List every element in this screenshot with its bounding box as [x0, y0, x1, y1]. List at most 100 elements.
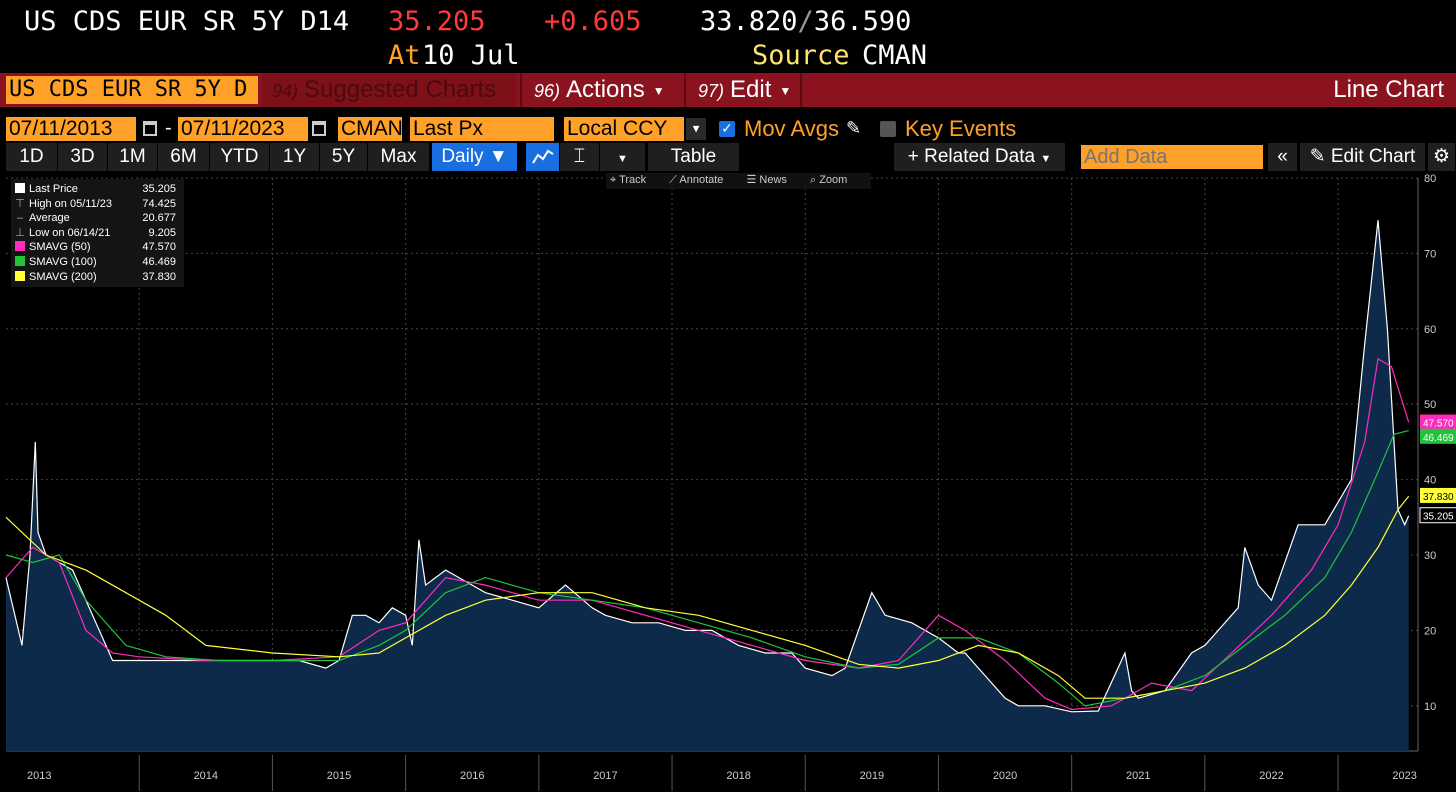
- last-value-tag: 35.205: [1419, 507, 1456, 524]
- y-tick-label: 80: [1424, 173, 1436, 185]
- legend-row: SMAVG (50) 47.570: [15, 240, 180, 255]
- last-value-tag: 37.830: [1420, 487, 1456, 503]
- source-value: CMAN: [862, 40, 928, 71]
- moving-average-line: [5, 357, 1410, 711]
- calendar-icon[interactable]: [143, 121, 157, 136]
- actions-number: 96): [534, 81, 561, 101]
- legend-row: – Average 20.677: [16, 212, 176, 225]
- range-toolbar: 1D 3D 1M 6M YTD 1Y 5Y Max Daily ▼ ⌶ ▼ Ta…: [0, 143, 1456, 171]
- x-tick-label: 2015: [327, 770, 351, 782]
- chart-settings-bar: 07/11/2013 - 07/11/2023 CMAN Last Px Loc…: [0, 115, 1456, 143]
- edit-number: 97): [698, 81, 725, 101]
- related-data-dropdown[interactable]: + Related Data ▼: [894, 143, 1066, 171]
- calendar-icon[interactable]: [312, 121, 326, 136]
- add-data-input[interactable]: [1081, 145, 1263, 169]
- security-header: US CDS EUR SR 5Y D14 35.205 +0.605 33.82…: [0, 0, 1456, 72]
- y-tick-label: 20: [1424, 625, 1436, 637]
- end-date-field[interactable]: 07/11/2023: [178, 117, 308, 141]
- x-tick-label: 2020: [993, 770, 1017, 782]
- table-button[interactable]: Table: [648, 143, 740, 171]
- range-button-1y[interactable]: 1Y: [270, 143, 320, 171]
- last-value-tag-bg: [1419, 507, 1456, 524]
- last-value-tag-label: 37.830: [1423, 492, 1454, 503]
- security-ticker: US CDS EUR SR 5Y D14: [24, 6, 350, 37]
- day-range: 33.820/36.590: [700, 6, 911, 37]
- pencil-icon: ✎: [1309, 146, 1326, 167]
- range-button-3d[interactable]: 3D: [58, 143, 108, 171]
- edit-menu[interactable]: 97) Edit ▼: [684, 73, 802, 107]
- suggested-charts-number: 94): [272, 81, 299, 101]
- chart-legend: Last Price 35.205 ⊤ High on 05/11/23 74.425…: [11, 179, 184, 287]
- last-value-tag: 46.469: [1420, 428, 1456, 444]
- pencil-icon[interactable]: ✎: [846, 118, 862, 139]
- actions-menu[interactable]: 96) Actions ▼: [520, 73, 680, 107]
- chart-tools-row: ⌖ Track ⟋ Annotate ☰ News ⌕ Zoom: [606, 173, 872, 189]
- candlestick-icon[interactable]: ⌶: [560, 143, 600, 171]
- last-value-tag-label: 46.469: [1423, 433, 1454, 444]
- suggested-charts-menu[interactable]: 94) Suggested Charts: [262, 73, 516, 107]
- range-button-1d[interactable]: 1D: [6, 143, 58, 171]
- legend-swatch: [15, 270, 25, 281]
- x-tick-label: 2018: [726, 770, 750, 782]
- actions-label: Actions: [566, 76, 645, 103]
- x-tick-label: 2023: [1392, 770, 1416, 782]
- last-value-tag: 47.570: [1420, 414, 1456, 430]
- x-tick-label: 2016: [460, 770, 484, 782]
- y-tick-label: 70: [1424, 248, 1436, 260]
- edit-chart-button[interactable]: ✎ Edit Chart: [1300, 143, 1426, 171]
- security-input[interactable]: US CDS EUR SR 5Y D: [6, 76, 258, 104]
- frequency-label: Daily: [441, 146, 484, 167]
- key-events-checkbox[interactable]: [880, 121, 896, 137]
- high-marker-icon: ⊤: [15, 197, 25, 210]
- chart-type-label: Line Chart: [1333, 76, 1444, 103]
- moving-average-line: [5, 495, 1410, 699]
- last-value-tag-bg: [1420, 428, 1456, 444]
- x-tick-label: 2013: [27, 770, 51, 782]
- price-chart[interactable]: 10 20 30 40 50 60 70 80 2013 2014 2015 2016 2017 2018…: [0, 170, 1456, 792]
- source-field[interactable]: CMAN: [338, 117, 402, 141]
- low-marker-icon: ⊥: [15, 226, 25, 239]
- caret-down-icon: ▼: [488, 146, 508, 167]
- y-tick-label: 60: [1424, 324, 1436, 336]
- range-button-6m[interactable]: 6M: [158, 143, 210, 171]
- track-tool[interactable]: ⌖ Track: [610, 174, 647, 186]
- currency-selector[interactable]: Local CCY: [564, 117, 684, 141]
- field-selector[interactable]: Last Px: [410, 117, 554, 141]
- function-menu-bar: US CDS EUR SR 5Y D 94) Suggested Charts 9…: [0, 73, 1456, 107]
- x-tick-label: 2014: [194, 770, 218, 782]
- range-button-5y[interactable]: 5Y: [320, 143, 368, 171]
- last-value-tag-bg: [1420, 414, 1456, 430]
- range-button-ytd[interactable]: YTD: [210, 143, 270, 171]
- legend-swatch: [15, 183, 25, 193]
- day-high: 36.590: [813, 6, 912, 37]
- price-change: +0.605: [544, 6, 642, 37]
- annotate-tool[interactable]: ⟋ Annotate: [669, 174, 724, 186]
- range-separator: /: [797, 6, 814, 37]
- last-value-tag-bg: [1420, 487, 1456, 503]
- line-chart-icon[interactable]: [526, 143, 560, 171]
- frequency-dropdown[interactable]: Daily ▼: [432, 143, 518, 171]
- legend-row: SMAVG (100) 46.469: [15, 255, 180, 270]
- collapse-icon[interactable]: «: [1268, 143, 1298, 171]
- y-tick-label: 50: [1424, 399, 1436, 411]
- as-of-date: 10 Jul: [422, 40, 520, 71]
- x-tick-label: 2022: [1259, 770, 1283, 782]
- currency-dropdown-icon[interactable]: ▼: [686, 118, 706, 140]
- start-date-field[interactable]: 07/11/2013: [6, 117, 136, 141]
- related-data-label: + Related Data: [907, 146, 1036, 167]
- legend-row: SMAVG (200) 37.830: [15, 270, 180, 285]
- zoom-tool[interactable]: ⌕ Zoom: [809, 174, 848, 186]
- last-price: 35.205: [388, 6, 486, 37]
- y-tick-label: 10: [1424, 701, 1436, 713]
- chart-style-dropdown-icon[interactable]: ▼: [600, 143, 646, 171]
- key-events-label[interactable]: Key Events: [905, 116, 1017, 141]
- range-button-max[interactable]: Max: [368, 143, 430, 171]
- range-button-1m[interactable]: 1M: [108, 143, 158, 171]
- mov-avgs-checkbox[interactable]: ✓: [719, 121, 735, 137]
- mov-avgs-label[interactable]: Mov Avgs: [744, 116, 839, 141]
- y-tick-label: 40: [1424, 475, 1436, 487]
- gear-icon[interactable]: ⚙: [1428, 143, 1456, 171]
- legend-row: ⊥ Low on 06/14/21 9.205: [15, 226, 176, 239]
- legend-swatch: [15, 255, 25, 266]
- news-tool[interactable]: ☰ News: [746, 174, 787, 186]
